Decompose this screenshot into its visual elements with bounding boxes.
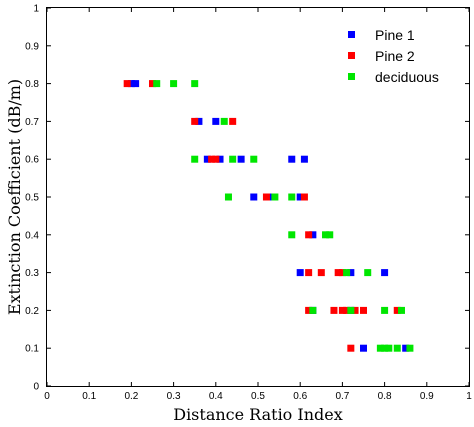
data-point-series-2 xyxy=(191,117,199,125)
data-point-series-3 xyxy=(153,80,161,88)
data-point-series-2 xyxy=(334,269,342,277)
data-point-series-2 xyxy=(229,117,237,125)
data-point-series-3 xyxy=(229,155,237,163)
y-tick-label: 0.4 xyxy=(25,230,39,241)
data-point-series-1 xyxy=(267,193,275,201)
y-tick-label: 0.3 xyxy=(25,268,39,279)
data-point-series-3 xyxy=(220,117,228,125)
data-point-series-1 xyxy=(203,155,211,163)
data-point-series-3 xyxy=(406,344,414,352)
x-tick-label: 0.4 xyxy=(209,391,223,402)
data-point-series-3 xyxy=(322,231,330,239)
data-point-series-2 xyxy=(347,344,355,352)
data-point-series-3 xyxy=(347,306,355,314)
data-point-series-1 xyxy=(309,231,317,239)
data-point-series-3 xyxy=(309,306,317,314)
y-tick-label: 0.6 xyxy=(25,155,39,166)
data-point-series-2 xyxy=(338,306,346,314)
data-point-series-1 xyxy=(250,193,258,201)
data-point-series-2 xyxy=(338,269,346,277)
data-point-series-2 xyxy=(262,193,270,201)
y-axis-title: Extinction Coefficient (dB/m) xyxy=(5,79,24,315)
data-point-series-3 xyxy=(191,155,199,163)
x-tick-label: 0.9 xyxy=(420,391,434,402)
data-point-series-3 xyxy=(343,269,351,277)
data-point-series-3 xyxy=(385,344,393,352)
data-point-series-3 xyxy=(326,231,334,239)
data-point-series-1 xyxy=(195,117,203,125)
x-tick-label: 0.2 xyxy=(124,391,138,402)
x-tick-label: 0.7 xyxy=(335,391,349,402)
x-tick-label: 0.5 xyxy=(251,391,265,402)
y-tick-label: 0.5 xyxy=(25,193,39,204)
y-tick-label: 0 xyxy=(33,382,39,393)
legend-label: Pine 2 xyxy=(375,48,415,64)
data-point-series-3 xyxy=(376,344,384,352)
x-tick-label: 0.6 xyxy=(293,391,307,402)
legend-label: deciduous xyxy=(375,69,439,85)
data-point-series-2 xyxy=(351,306,359,314)
x-tick-label: 1 xyxy=(466,391,472,402)
data-point-series-1 xyxy=(381,269,389,277)
legend-marker xyxy=(348,31,355,38)
data-point-series-3 xyxy=(381,306,389,314)
data-point-series-2 xyxy=(212,155,220,163)
legend: Pine 1 Pine 2 deciduous xyxy=(348,27,439,85)
data-points xyxy=(123,80,414,352)
data-point-series-1 xyxy=(347,269,355,277)
data-point-series-1 xyxy=(288,155,296,163)
data-point-series-3 xyxy=(224,193,232,201)
data-point-series-2 xyxy=(317,269,325,277)
data-point-series-1 xyxy=(296,269,304,277)
x-tick-label: 0.1 xyxy=(82,391,96,402)
data-point-series-3 xyxy=(381,344,389,352)
data-point-series-2 xyxy=(149,80,156,88)
data-point-series-2 xyxy=(305,306,313,314)
data-point-series-3 xyxy=(288,193,296,201)
x-axis-title: Distance Ratio Index xyxy=(173,405,343,424)
data-point-series-3 xyxy=(393,344,401,352)
y-tick-label: 0.7 xyxy=(25,117,39,128)
data-point-series-3 xyxy=(397,306,405,314)
data-point-series-1 xyxy=(132,80,140,88)
data-point-series-2 xyxy=(300,193,308,201)
data-point-series-2 xyxy=(393,306,401,314)
x-tick-label: 0.8 xyxy=(378,391,392,402)
y-tick-label: 0.1 xyxy=(25,344,39,355)
data-point-series-1 xyxy=(237,155,245,163)
x-tick-label: 0.3 xyxy=(167,391,181,402)
plot-area-frame xyxy=(46,7,470,387)
data-point-series-2 xyxy=(208,155,216,163)
data-point-series-3 xyxy=(191,80,199,88)
data-point-series-2 xyxy=(330,306,338,314)
data-point-series-2 xyxy=(360,306,367,314)
axis-ticks: 0 0.1 0.2 0.3 0.4 0.5 0.6 0.7 0.8 0.9 1 0 0.1 0.2 0.3 0… xyxy=(25,4,472,403)
legend-marker xyxy=(348,52,355,59)
data-point-series-3 xyxy=(170,80,178,88)
data-point-series-1 xyxy=(216,155,224,163)
data-point-series-2 xyxy=(305,231,313,239)
y-tick-label: 1 xyxy=(33,4,39,15)
data-point-series-1 xyxy=(127,80,135,88)
data-point-series-2 xyxy=(305,269,313,277)
data-point-series-3 xyxy=(271,193,279,201)
data-point-series-3 xyxy=(250,155,258,163)
legend-marker xyxy=(348,73,355,80)
data-point-series-3 xyxy=(288,231,296,239)
data-point-series-2 xyxy=(343,306,351,314)
y-tick-label: 0.2 xyxy=(25,306,39,317)
x-tick-label: 0 xyxy=(44,391,50,402)
legend-label: Pine 1 xyxy=(375,27,415,43)
data-point-series-1 xyxy=(360,344,367,352)
data-point-series-1 xyxy=(296,193,304,201)
data-point-series-1 xyxy=(300,155,308,163)
y-tick-label: 0.9 xyxy=(25,41,39,52)
data-point-series-2 xyxy=(123,80,131,88)
data-point-series-3 xyxy=(364,269,372,277)
data-point-series-1 xyxy=(402,344,410,352)
y-tick-label: 0.8 xyxy=(25,79,39,90)
data-point-series-1 xyxy=(212,117,220,125)
